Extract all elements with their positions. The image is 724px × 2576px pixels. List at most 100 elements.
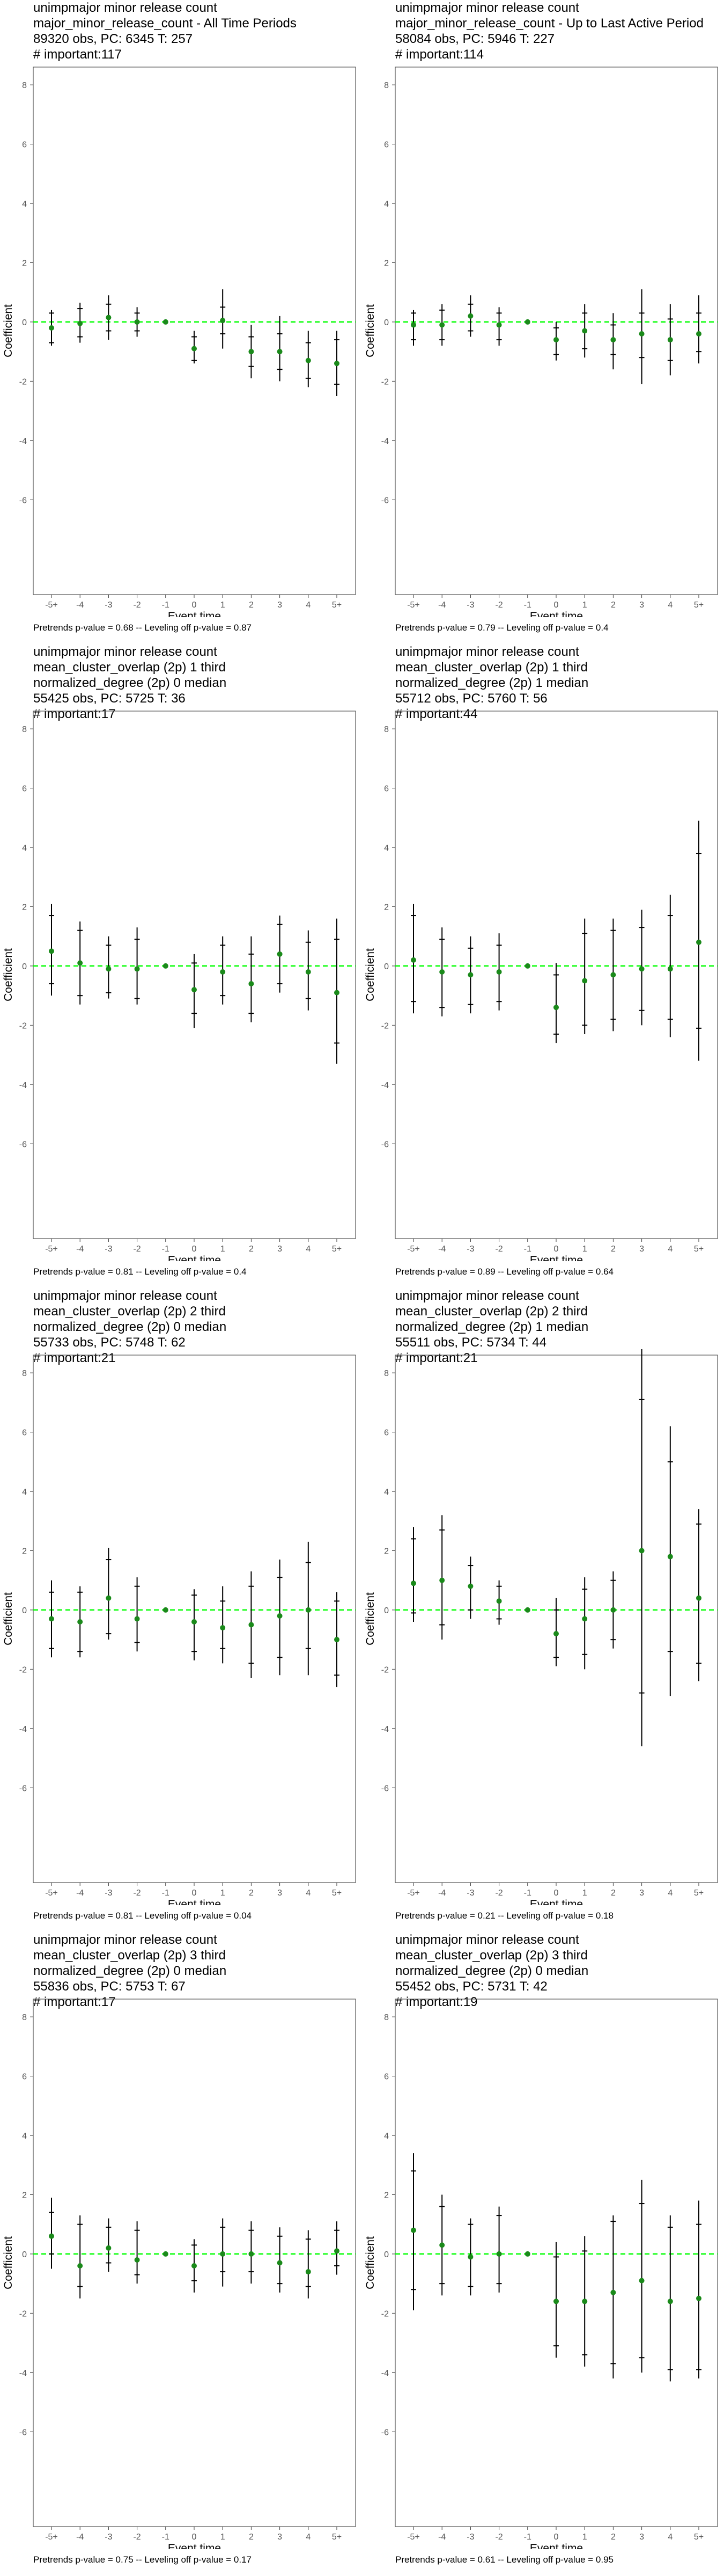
x-tick-label: 1 [582, 2533, 587, 2542]
coefficient-point [220, 969, 226, 975]
x-tick-label: -4 [438, 601, 446, 610]
coefficient-point [77, 1619, 83, 1625]
y-axis-label: Coefficient [2, 1592, 14, 1645]
x-tick-label: 1 [582, 601, 587, 610]
coefficient-point [582, 1616, 588, 1622]
x-tick-label: 0 [192, 1245, 197, 1254]
coefficient-point [334, 1637, 339, 1643]
coefficient-point [277, 349, 283, 355]
coefficient-point [696, 939, 701, 945]
x-tick-label: -3 [105, 2533, 112, 2542]
y-tick-label: -4 [381, 437, 389, 446]
chart-title: unimpmajor minor release count major_mino… [395, 0, 704, 62]
chart-title-line: 55836 obs, PC: 5753 T: 67 [33, 1979, 186, 1994]
x-tick-label: 5+ [332, 2533, 342, 2542]
coefficient-point [191, 1619, 197, 1625]
x-tick-label: -5+ [45, 1245, 58, 1254]
x-tick-label: 5+ [694, 1245, 704, 1254]
coefficient-point [220, 2251, 226, 2257]
chart-panel: unimpmajor minor release count mean_clust… [0, 1288, 362, 1932]
y-tick-label: 2 [22, 2191, 27, 2200]
x-tick-label: -5+ [45, 601, 58, 610]
x-tick-label: 3 [639, 1245, 644, 1254]
coefficient-point [248, 981, 254, 987]
chart-title: unimpmajor minor release count mean_clust… [395, 1932, 588, 2010]
coefficient-point [553, 1631, 559, 1637]
x-tick-label: 2 [249, 1889, 254, 1898]
x-tick-label: -1 [162, 1245, 169, 1254]
coefficient-point [696, 2295, 701, 2301]
coefficient-point [162, 1607, 168, 1613]
pvalue-footer: Pretrends p-value = 0.21 -- Leveling off… [395, 1911, 614, 1921]
y-tick-label: -4 [19, 2369, 27, 2378]
chart-panel: unimpmajor minor release count mean_clust… [362, 644, 724, 1288]
coefficient-point [49, 1616, 54, 1622]
chart-title: unimpmajor minor release count mean_clust… [395, 1288, 588, 1366]
x-tick-label: 2 [249, 2533, 254, 2542]
y-tick-label: 6 [22, 1429, 27, 1438]
coefficient-point [411, 1580, 416, 1586]
y-tick-label: 4 [22, 1488, 27, 1497]
y-tick-label: 8 [22, 2013, 27, 2022]
x-tick-label: -2 [133, 1245, 141, 1254]
coefficient-point [305, 1607, 311, 1613]
coefficient-point [468, 313, 474, 319]
coefficient-point [582, 328, 588, 334]
y-tick-label: 2 [384, 903, 389, 912]
coefficient-point [524, 2251, 530, 2257]
pvalue-footer: Pretrends p-value = 0.61 -- Leveling off… [395, 2555, 614, 2565]
x-tick-label: 2 [249, 601, 254, 610]
x-tick-label: -3 [467, 1245, 474, 1254]
coefficient-point [305, 357, 311, 363]
chart-title-line: 55712 obs, PC: 5760 T: 56 [395, 691, 548, 706]
chart-title: unimpmajor minor release count mean_clust… [33, 1932, 226, 2010]
x-tick-label: 1 [582, 1889, 587, 1898]
x-tick-label: 2 [611, 1245, 616, 1254]
coefficient-point [610, 972, 616, 978]
chart-title-line: unimpmajor minor release count [395, 1289, 579, 1303]
y-tick-label: 6 [384, 785, 389, 794]
y-axis-label: Coefficient [2, 304, 14, 357]
coefficient-point [639, 331, 645, 337]
x-tick-label: -3 [105, 601, 112, 610]
chart-title-line: unimpmajor minor release count [395, 1, 579, 15]
pvalue-footer: Pretrends p-value = 0.81 -- Leveling off… [33, 1267, 247, 1277]
chart-title-line: # important:114 [395, 47, 484, 62]
x-tick-label: -5+ [407, 1889, 420, 1898]
coefficient-point [524, 963, 530, 969]
y-tick-label: -2 [381, 2309, 389, 2318]
chart-title-line: major_minor_release_count - All Time Per… [33, 16, 297, 31]
coefficient-point [248, 349, 254, 355]
y-tick-label: 6 [384, 1429, 389, 1438]
chart-title: unimpmajor minor release count mean_clust… [33, 1288, 226, 1366]
x-tick-label: -4 [438, 1889, 446, 1898]
x-tick-label: -5+ [407, 1245, 420, 1254]
event-study-plot: 8 6 4 2 0 -2 -4 -6 -5+ -4 -3 -2 -1 0 1 2 3 4 5+ Event time C… [364, 1999, 718, 2549]
y-tick-label: 0 [22, 318, 27, 327]
chart-title-line: # important:21 [33, 1351, 116, 1365]
chart-title-line: mean_cluster_overlap (2p) 3 third [395, 1948, 588, 1963]
coefficient-point [334, 2248, 339, 2254]
chart-title: unimpmajor minor release count major_mino… [33, 0, 297, 62]
coefficient-point [468, 1583, 474, 1589]
coefficient-point [191, 987, 197, 993]
x-tick-label: 5+ [332, 601, 342, 610]
y-tick-label: -6 [19, 1140, 27, 1149]
x-tick-label: -2 [133, 2533, 141, 2542]
coefficient-point [582, 978, 588, 984]
y-tick-label: 6 [22, 141, 27, 150]
coefficient-point [49, 325, 54, 331]
chart-title-line: normalized_degree (2p) 0 median [33, 1964, 227, 1978]
coefficient-point [468, 972, 474, 978]
y-tick-label: 8 [384, 725, 389, 734]
event-study-plot: 8 6 4 2 0 -2 -4 -6 -5+ -4 -3 -2 -1 0 1 2 3 4 5+ Event time C… [2, 1999, 356, 2549]
y-tick-label: 6 [22, 785, 27, 794]
x-tick-label: 3 [639, 601, 644, 610]
y-tick-label: -6 [381, 1784, 389, 1793]
x-axis-label: Event time [168, 1254, 221, 1261]
coefficient-point [667, 2299, 673, 2304]
x-tick-label: 4 [306, 1245, 311, 1254]
y-tick-label: 2 [384, 1547, 389, 1556]
y-tick-label: 0 [384, 962, 389, 971]
x-tick-label: -1 [162, 601, 169, 610]
